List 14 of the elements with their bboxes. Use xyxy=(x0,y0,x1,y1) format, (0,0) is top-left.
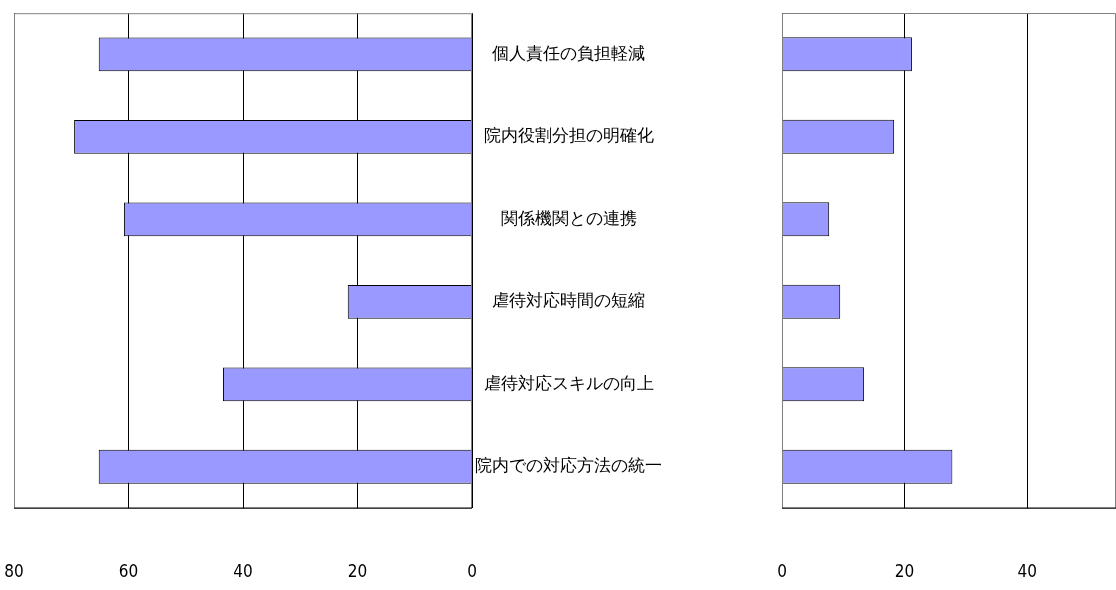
x-tick-label: 40 xyxy=(233,560,253,581)
y-tick-label: 院内での対応方法の統一 xyxy=(475,455,662,476)
y-tick-label: 関係機関との連携 xyxy=(500,207,637,228)
y-tick-label: 虐待対応スキルの向上 xyxy=(483,372,654,393)
x-tick-label: 80 xyxy=(4,560,24,581)
y-tick-label: 虐待対応時間の短縮 xyxy=(492,290,645,311)
x-tick-label: 60 xyxy=(118,560,139,581)
x-tick-label: 0 xyxy=(467,560,477,581)
y-tick-label: 院内役割分担の明確化 xyxy=(483,125,654,146)
x-tick-label: 20 xyxy=(894,560,915,581)
x-tick-label: 20 xyxy=(347,560,368,581)
x-tick-label: 0 xyxy=(777,560,787,581)
x-tick-label: 40 xyxy=(1017,560,1037,581)
y-tick-label: 個人責任の負担軽減 xyxy=(492,42,645,63)
